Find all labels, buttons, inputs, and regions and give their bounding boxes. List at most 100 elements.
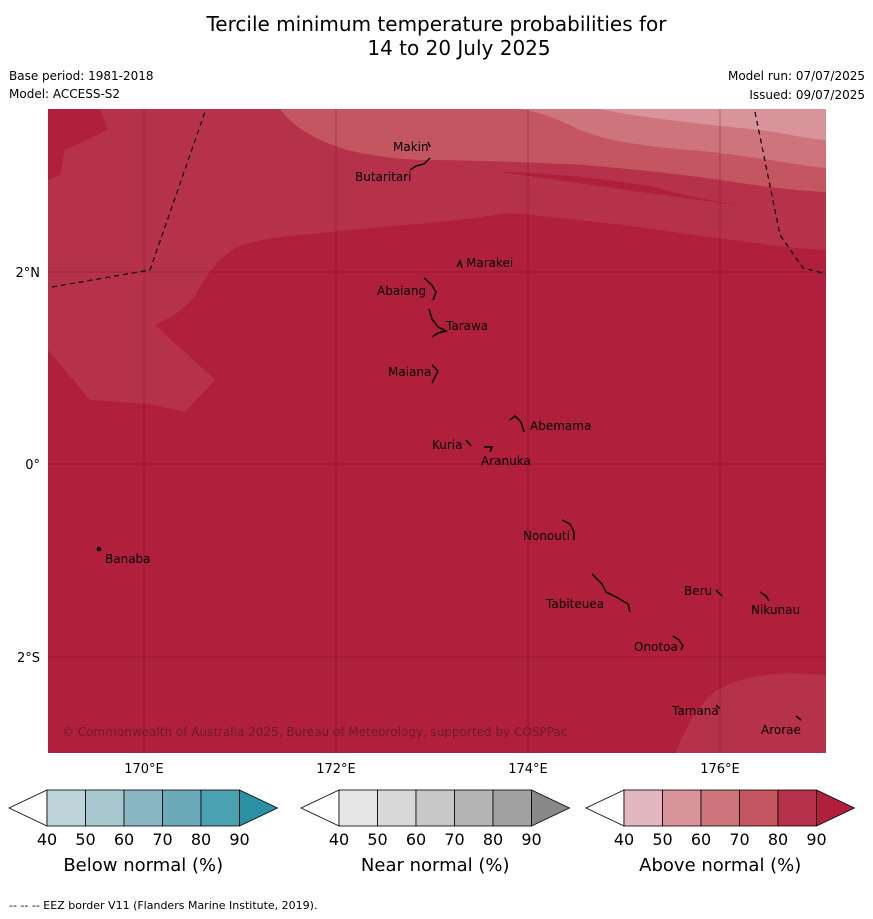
colorbar-tick-label: 70 — [152, 830, 172, 849]
beru-island — [715, 589, 723, 597]
colorbar-title: Above normal (%) — [639, 855, 801, 876]
below-normal-colorbar: 40 50 60 70 80 90 Below normal (%) — [8, 789, 279, 876]
colorbar-tick-label: 50 — [75, 830, 95, 849]
label-maiana: Maiana — [388, 365, 431, 379]
label-marakei: Marakei — [466, 256, 513, 270]
near-normal-colorbar: 40 50 60 70 80 90 Near normal (%) — [300, 789, 571, 876]
colorbar-legends: 40 50 60 70 80 90 Below normal (%) 40 50 60 70 80 90… — [8, 789, 856, 876]
colorbar-title: Near normal (%) — [361, 855, 510, 876]
title-line-2: 14 to 20 July 2025 — [367, 36, 551, 60]
colorbar-segment — [623, 789, 663, 827]
makin-island — [427, 141, 431, 148]
eez-footnote: -- -- -- EEZ border V11 (Flanders Marine… — [9, 899, 318, 912]
colorbar-tick-label: 60 — [691, 830, 711, 849]
probability-field: Makin Butaritari Marakei Abaiang Tarawa … — [48, 109, 826, 753]
model-name: Model: ACCESS-S2 — [9, 87, 121, 101]
colorbar-segment — [662, 789, 702, 827]
colorbar-tick-label: 50 — [652, 830, 672, 849]
colorbar-segment — [492, 789, 532, 827]
above-50-region — [600, 109, 826, 140]
butaritari-island — [409, 157, 431, 171]
colorbar-tick-label: 90 — [806, 830, 826, 849]
colorbar-extend-low — [8, 789, 48, 827]
colorbar-tick-label: 40 — [37, 830, 57, 849]
eez-borders — [51, 109, 826, 288]
above-80-region — [48, 109, 826, 412]
label-nikunau: Nikunau — [751, 603, 800, 617]
nonouti-island — [561, 519, 575, 540]
tamana-island — [715, 704, 721, 710]
label-tabiteuea: Tabiteuea — [545, 597, 604, 611]
colorbar-tick-label: 90 — [229, 830, 249, 849]
copyright-notice: © Commonwealth of Australia 2025, Bureau… — [62, 725, 567, 739]
label-butaritari: Butaritari — [355, 170, 412, 184]
above-80-mid — [500, 172, 826, 250]
label-makin: Makin — [393, 140, 429, 154]
colorbar-segment — [454, 789, 494, 827]
colorbar-tick-label: 40 — [614, 830, 634, 849]
colorbar-tick-label: 80 — [483, 830, 503, 849]
label-banaba: Banaba — [105, 552, 151, 566]
colorbar-tick-label: 70 — [729, 830, 749, 849]
colorbar-extend-high — [531, 789, 571, 827]
lon-tick-176e: 176°E — [700, 762, 740, 777]
above-normal-colorbar: 40 50 60 70 80 90 Above normal (%) — [585, 789, 856, 876]
arorae-island — [795, 715, 802, 721]
label-abaiang: Abaiang — [377, 284, 426, 298]
colorbar-extend-low — [300, 789, 340, 827]
label-tarawa: Tarawa — [445, 319, 488, 333]
abemama-island — [509, 414, 525, 433]
above-80-southeast — [676, 673, 826, 753]
colorbar-segment — [162, 789, 202, 827]
colorbar-tick-label: 80 — [191, 830, 211, 849]
label-arorae: Arorae — [761, 723, 801, 737]
onotoa-island — [672, 635, 684, 651]
title-line-1: Tercile minimum temperature probabilitie… — [206, 12, 667, 36]
label-tamana: Tamana — [671, 704, 719, 718]
issued-date: Issued: 09/07/2025 — [749, 88, 865, 102]
colorbar-extend-high — [816, 789, 856, 827]
colorbar-title: Below normal (%) — [63, 855, 223, 876]
colorbar-segment — [377, 789, 417, 827]
lat-tick-0: 0° — [25, 458, 40, 473]
lon-tick-170e: 170°E — [124, 762, 164, 777]
colorbar-segment — [46, 789, 86, 827]
marakei-island — [456, 258, 463, 269]
lon-tick-174e: 174°E — [508, 762, 548, 777]
colorbar-segment — [700, 789, 740, 827]
label-onotoa: Onotoa — [634, 640, 678, 654]
colorbar-segment — [777, 789, 817, 827]
colorbar-segment — [200, 789, 240, 827]
nikunau-island — [759, 591, 770, 602]
model-run: Model run: 07/07/2025 — [727, 69, 865, 83]
colorbar-segment — [123, 789, 163, 827]
colorbar-tick-label: 90 — [521, 830, 541, 849]
colorbar-segment — [85, 789, 125, 827]
colorbar-extend-high — [239, 789, 279, 827]
label-nonouti: Nonouti — [523, 529, 570, 543]
colorbar-tick-label: 60 — [114, 830, 134, 849]
colorbar-segment — [739, 789, 779, 827]
colorbar-tick-label: 70 — [444, 830, 464, 849]
colorbar-extend-low — [585, 789, 625, 827]
label-abemama: Abemama — [530, 419, 591, 433]
maiana-island — [431, 364, 439, 384]
graticule — [48, 109, 826, 753]
label-beru: Beru — [684, 584, 712, 598]
colorbar-tick-label: 80 — [768, 830, 788, 849]
colorbar-segment — [415, 789, 455, 827]
base-period: Base period: 1981-2018 — [9, 69, 154, 83]
aranuka-island — [484, 446, 494, 453]
colorbar-tick-label: 50 — [367, 830, 387, 849]
banaba-island — [96, 546, 102, 552]
label-kuria: Kuria — [432, 438, 463, 452]
label-aranuka: Aranuka — [481, 454, 531, 468]
tarawa-island — [428, 308, 449, 338]
lat-tick-2s: 2°S — [17, 651, 40, 666]
above-90-core-north — [48, 109, 108, 180]
colorbar-tick-label: 40 — [329, 830, 349, 849]
abaiang-island — [423, 277, 437, 301]
lat-tick-2n: 2°N — [16, 266, 41, 281]
lon-tick-172e: 172°E — [316, 762, 356, 777]
